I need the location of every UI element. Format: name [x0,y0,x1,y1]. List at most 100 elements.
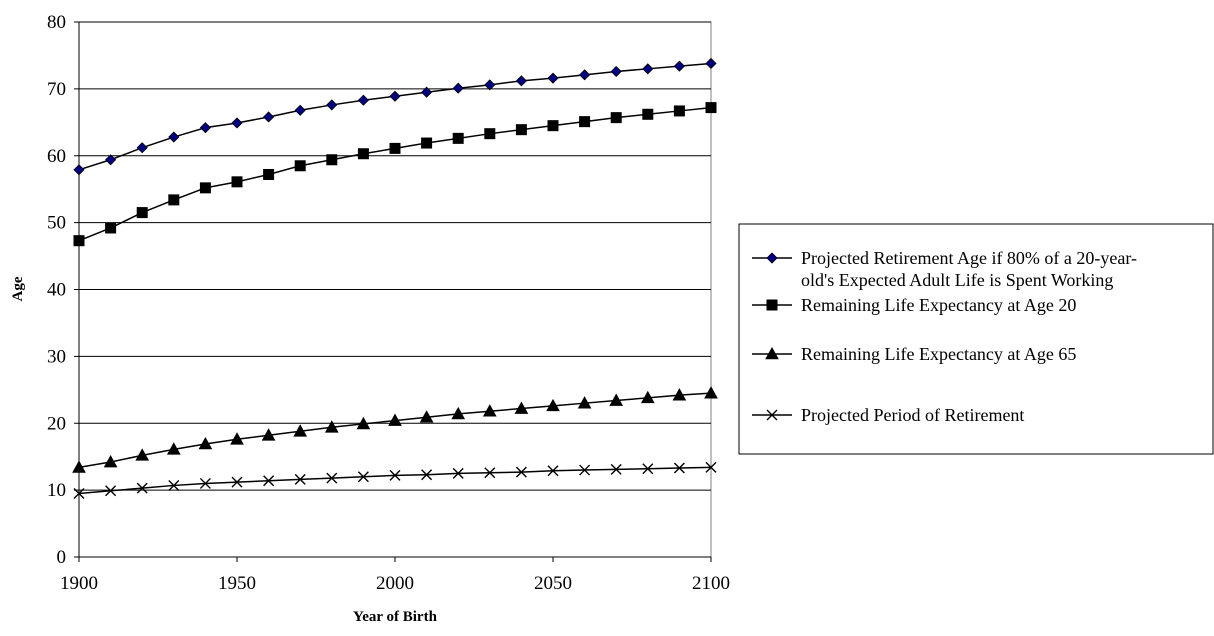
data-point-series-1 [199,122,211,134]
data-point-series-1 [484,79,496,91]
x-tick-label: 2100 [692,573,730,594]
data-point-series-4 [73,487,85,499]
data-point-series-3 [514,401,529,414]
data-point-series-2 [326,154,338,166]
data-point-series-3 [230,432,244,445]
data-point-series-1 [326,99,338,111]
data-point-series-4 [421,469,433,481]
data-point-series-4 [610,463,622,475]
data-point-series-3 [546,398,560,412]
data-point-series-1 [136,142,148,154]
data-point-series-2 [294,160,306,172]
data-point-series-3 [198,436,213,450]
data-point-series-2 [484,128,496,140]
data-point-series-4 [642,463,654,475]
data-point-series-4 [136,482,148,494]
legend-box [738,223,1214,455]
data-point-series-1 [642,63,654,75]
data-point-series-2 [421,137,433,149]
data-point-series-1 [705,57,717,70]
data-point-series-3 [356,416,371,430]
data-point-series-4 [673,462,685,474]
data-point-series-4 [168,479,180,491]
data-point-series-4 [515,466,527,478]
data-point-series-2 [452,132,464,144]
data-point-series-3 [451,406,466,420]
legend-label-4: Projected Period of Retirement [801,405,1024,425]
data-point-series-4 [326,472,338,484]
y-axis-title: Age [10,276,26,301]
data-point-series-3 [103,455,118,468]
data-point-series-4 [389,469,401,481]
data-point-series-3 [672,388,687,401]
legend-marker-4 [766,409,778,421]
legend-label-2: Remaining Life Expectancy at Age 20 [801,295,1076,315]
legend-marker-1 [766,252,778,264]
data-point-series-3 [419,410,434,423]
data-point-series-3 [72,460,86,473]
data-point-series-1 [105,154,117,166]
data-point-series-3 [388,413,402,426]
data-point-series-2 [515,124,527,136]
data-point-series-4 [231,476,243,488]
data-point-series-3 [166,442,181,455]
data-point-series-4 [579,464,591,476]
data-point-series-3 [640,390,655,404]
x-tick-label: 2000 [376,573,414,594]
data-point-series-2 [168,194,180,206]
data-point-series-2 [199,182,211,194]
data-point-series-1 [610,65,622,78]
legend-marker-2 [766,299,778,311]
y-tick-label: 30 [47,346,66,367]
x-tick-labels: 1900 1950 2000 2050 2100 [60,557,730,594]
data-point-series-2 [547,120,559,132]
data-point-series-3 [704,386,718,399]
data-point-series-4 [357,471,369,483]
x-tick-label: 1900 [60,573,98,594]
data-point-series-2 [105,222,117,234]
data-point-series-2 [642,108,654,120]
x-tick-label: 1950 [218,573,256,594]
data-point-series-2 [389,142,401,154]
gridlines [79,21,711,491]
data-point-series-1 [263,111,275,123]
data-point-series-1 [357,94,369,106]
data-point-series-3 [324,420,339,433]
data-point-series-1 [673,60,685,72]
data-point-series-4 [263,475,275,487]
data-point-series-1 [547,72,559,84]
data-point-series-1 [73,164,85,176]
data-point-series-2 [357,148,369,160]
data-point-series-1 [168,131,180,143]
data-point-series-3 [293,424,308,437]
data-point-series-4 [547,465,559,477]
data-point-series-2 [73,235,85,247]
data-point-series-1 [231,117,243,129]
data-point-series-4 [705,461,717,473]
data-point-series-1 [452,82,464,94]
y-tick-label: 80 [47,12,66,33]
data-point-series-3 [577,396,592,409]
data-point-series-1 [579,69,591,81]
y-tick-label: 70 [47,79,66,100]
legend-items: Projected Retirement Age if 80% of a 20-… [752,248,1137,425]
data-point-series-2 [231,176,243,188]
data-point-series-4 [105,485,117,497]
y-tick-label: 60 [47,146,66,167]
y-tick-label: 0 [57,547,67,568]
data-point-series-2 [579,116,591,128]
series-markers [72,57,718,499]
data-point-series-2 [673,105,685,117]
x-axis-title: Year of Birth [353,609,438,625]
y-tick-label: 20 [47,413,66,434]
y-tick-label: 40 [47,280,66,301]
y-tick-label: 10 [47,480,66,501]
data-point-series-3 [482,404,497,417]
data-point-series-2 [263,168,275,180]
legend-marker-3 [765,346,779,360]
legend: Projected Retirement Age if 80% of a 20-… [738,223,1214,455]
y-tick-labels: 0 10 20 30 40 50 60 70 80 [47,12,79,568]
data-point-series-2 [610,112,622,124]
